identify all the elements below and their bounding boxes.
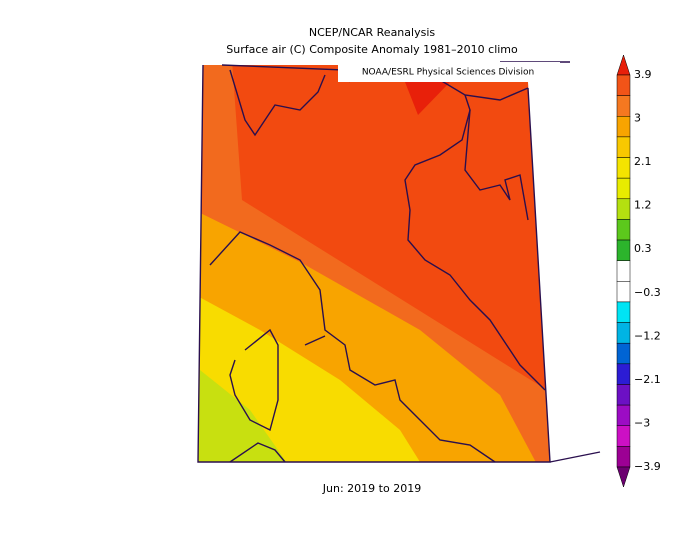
colorbar-box	[616, 281, 631, 303]
colorbar-label: 2.1	[634, 155, 652, 168]
band	[405, 82, 450, 115]
colorbar-box	[616, 136, 631, 158]
colorbar-box	[616, 322, 631, 344]
colorbar-box	[616, 219, 631, 241]
title-line: NCEP/NCAR Reanalysis	[309, 26, 435, 39]
colorbar-box	[616, 301, 631, 323]
colorbar-box	[616, 177, 631, 200]
colorbar-arrow	[616, 54, 631, 76]
colorbar-label: 1.2	[634, 199, 652, 212]
colorbar-label: 3.9	[634, 68, 652, 81]
band	[198, 362, 292, 462]
colorbar-label: −3	[634, 416, 650, 429]
credit-box	[338, 62, 560, 82]
colorbar-box	[616, 239, 631, 261]
colorbar-box	[616, 446, 631, 468]
colorbar-arrow	[616, 466, 631, 488]
colorbar-box	[616, 260, 631, 282]
colorbar-box	[616, 342, 631, 365]
colorbar-box	[616, 404, 631, 426]
colorbar-box	[616, 198, 631, 220]
footer: Jun: 2019 to 2019	[322, 482, 421, 495]
colorbar-label: 3	[634, 112, 641, 125]
colorbar-label: −2.1	[634, 373, 661, 386]
anomaly-field	[198, 65, 550, 462]
colorbar-box	[616, 157, 631, 179]
credit: NOAA/ESRL Physical Sciences Division	[362, 68, 534, 78]
colorbar-box	[616, 95, 631, 117]
colorbar-label: −3.9	[634, 460, 661, 473]
colorbar-label: 0.3	[634, 242, 652, 255]
boundaries	[197, 61, 601, 463]
title-line: Surface air (C) Composite Anomaly 1981–2…	[226, 43, 518, 56]
colorbar-box	[616, 116, 631, 138]
colorbar-box	[616, 363, 631, 385]
colorbar-box	[616, 74, 631, 96]
colorbar-box	[616, 425, 631, 447]
colorbar-label: −0.3	[634, 286, 661, 299]
colorbar-box	[616, 384, 631, 406]
colorbar-label: −1.2	[634, 329, 661, 342]
